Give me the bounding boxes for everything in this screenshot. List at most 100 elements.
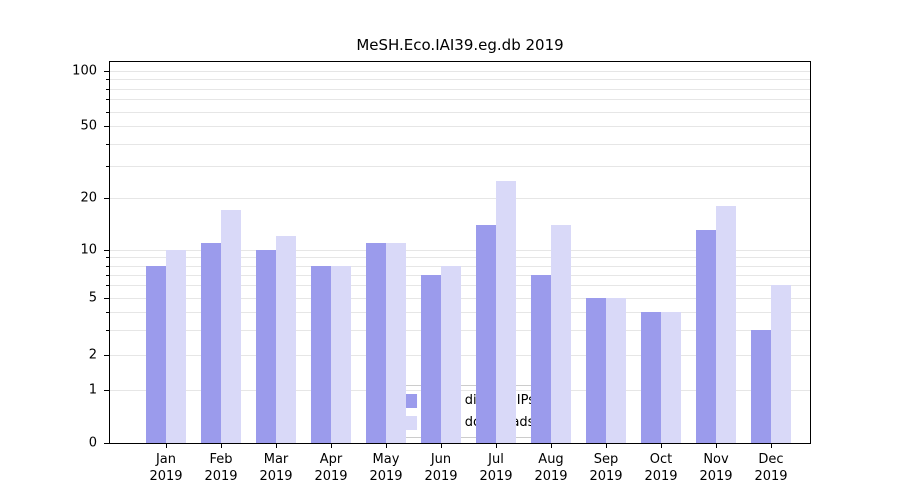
- x-tick-month: Nov: [703, 452, 729, 467]
- bar-distinct-ips-jan: [146, 265, 166, 443]
- x-tick-month: Jun: [430, 452, 452, 467]
- x-tick-month: Sep: [593, 452, 619, 467]
- bar-downloads-oct: [661, 311, 681, 443]
- y-tick-mark-2: [104, 355, 110, 356]
- y-minor-tick-mark-4: [106, 311, 110, 313]
- y-tick-label-5: 5: [88, 290, 97, 306]
- x-tick-label-mar: Mar 2019: [249, 452, 303, 486]
- x-tick-label-jun: Jun 2019: [414, 452, 468, 486]
- x-tick-mark-apr: [331, 443, 332, 448]
- x-tick-year: 2019: [424, 468, 458, 484]
- gridline-y-20: [110, 198, 810, 199]
- bar-distinct-ips-apr: [311, 265, 331, 443]
- y-tick-mark-100: [104, 71, 110, 72]
- x-tick-label-oct: Oct 2019: [634, 452, 688, 486]
- y-tick-mark-1: [104, 390, 110, 391]
- gridline-y-50: [110, 126, 810, 127]
- x-tick-label-may: May 2019: [359, 452, 413, 486]
- y-minor-tick-mark-7: [106, 274, 110, 276]
- x-tick-label-jan: Jan 2019: [139, 452, 193, 486]
- y-minor-tick-mark-80: [106, 88, 110, 90]
- y-minor-tick-mark-8: [106, 265, 110, 267]
- y-minor-tick-mark-3: [106, 329, 110, 331]
- gridline-y-30: [110, 166, 810, 168]
- bar-downloads-apr: [331, 265, 351, 443]
- bar-distinct-ips-may: [366, 242, 386, 443]
- plot-area: Nb of distinct IPs Nb of downloads: [109, 61, 811, 444]
- x-tick-mark-feb: [221, 443, 222, 448]
- bar-distinct-ips-dec: [751, 329, 771, 443]
- x-tick-year: 2019: [149, 468, 183, 484]
- y-tick-label-1: 1: [88, 382, 97, 398]
- x-tick-year: 2019: [589, 468, 623, 484]
- x-tick-month: Mar: [263, 452, 289, 467]
- gridline-y-40: [110, 143, 810, 145]
- x-tick-mark-nov: [716, 443, 717, 448]
- chart-title: MeSH.Eco.IAI39.eg.db 2019: [356, 36, 564, 54]
- bar-downloads-sep: [606, 298, 626, 443]
- x-tick-mark-oct: [661, 443, 662, 448]
- bar-downloads-jul: [496, 180, 516, 443]
- x-tick-year: 2019: [204, 468, 238, 484]
- x-tick-label-apr: Apr 2019: [304, 452, 358, 486]
- bar-distinct-ips-oct: [641, 311, 661, 443]
- y-tick-mark-0: [104, 443, 110, 444]
- y-tick-mark-10: [104, 250, 110, 251]
- x-tick-year: 2019: [479, 468, 513, 484]
- bar-distinct-ips-feb: [201, 242, 221, 443]
- y-tick-mark-5: [104, 298, 110, 299]
- x-tick-month: Aug: [538, 452, 564, 467]
- y-tick-label-2: 2: [88, 347, 97, 363]
- gridline-y-90: [110, 79, 810, 81]
- y-minor-tick-mark-70: [106, 99, 110, 101]
- x-tick-mark-mar: [276, 443, 277, 448]
- y-tick-label-100: 100: [72, 63, 97, 79]
- y-tick-label-10: 10: [80, 242, 97, 258]
- x-tick-year: 2019: [754, 468, 788, 484]
- y-minor-tick-mark-40: [106, 143, 110, 145]
- bar-downloads-may: [386, 242, 406, 443]
- y-tick-mark-20: [104, 198, 110, 199]
- x-tick-year: 2019: [644, 468, 678, 484]
- y-minor-tick-mark-6: [106, 285, 110, 287]
- gridline-y-9: [110, 257, 810, 259]
- gridline-y-100: [110, 71, 810, 72]
- x-tick-mark-jan: [166, 443, 167, 448]
- x-tick-year: 2019: [314, 468, 348, 484]
- x-tick-label-jul: Jul 2019: [469, 452, 523, 486]
- y-minor-tick-mark-30: [106, 166, 110, 168]
- bar-distinct-ips-jul: [476, 224, 496, 443]
- y-minor-tick-mark-90: [106, 79, 110, 81]
- x-tick-month: Jul: [488, 452, 504, 467]
- bar-downloads-feb: [221, 210, 241, 443]
- bar-downloads-nov: [716, 205, 736, 443]
- x-tick-month: Feb: [209, 452, 233, 467]
- x-tick-mark-jun: [441, 443, 442, 448]
- x-tick-label-nov: Nov 2019: [689, 452, 743, 486]
- bar-distinct-ips-mar: [256, 250, 276, 443]
- x-tick-month: Oct: [649, 452, 673, 467]
- y-minor-tick-mark-60: [106, 111, 110, 113]
- bar-downloads-aug: [551, 224, 571, 443]
- bar-distinct-ips-nov: [696, 230, 716, 443]
- gridline-y-60: [110, 111, 810, 113]
- gridline-y-70: [110, 99, 810, 101]
- bar-distinct-ips-sep: [586, 298, 606, 443]
- x-tick-mark-may: [386, 443, 387, 448]
- x-tick-year: 2019: [699, 468, 733, 484]
- x-tick-label-aug: Aug 2019: [524, 452, 578, 486]
- x-tick-year: 2019: [534, 468, 568, 484]
- bar-downloads-jun: [441, 265, 461, 443]
- y-tick-mark-50: [104, 126, 110, 127]
- x-tick-month: May: [372, 452, 400, 467]
- x-tick-mark-jul: [496, 443, 497, 448]
- bar-downloads-mar: [276, 236, 296, 443]
- x-tick-year: 2019: [369, 468, 403, 484]
- gridline-y-10: [110, 250, 810, 251]
- x-tick-mark-sep: [606, 443, 607, 448]
- y-tick-label-0: 0: [88, 435, 97, 451]
- x-tick-label-dec: Dec 2019: [744, 452, 798, 486]
- x-tick-label-sep: Sep 2019: [579, 452, 633, 486]
- gridline-y-80: [110, 88, 810, 90]
